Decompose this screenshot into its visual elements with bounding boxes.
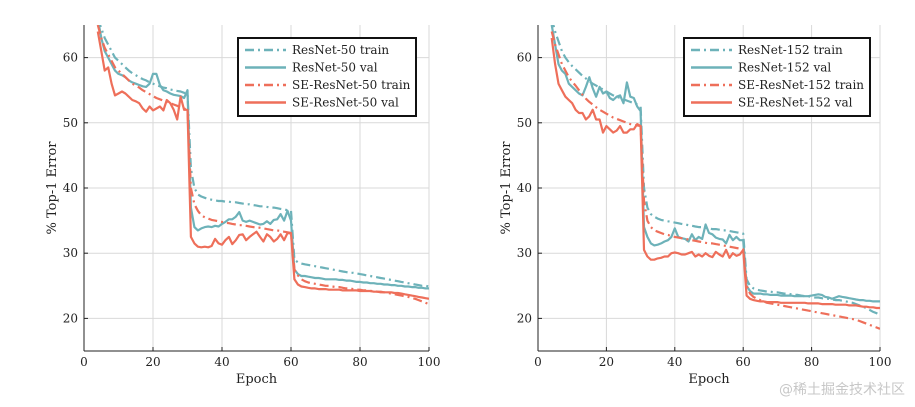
y-tick-label: 30: [517, 246, 532, 260]
series-group: [550, 25, 880, 330]
y-tick-label: 40: [63, 181, 78, 195]
x-tick-label: 20: [145, 355, 160, 369]
legend-entry-label: SE-ResNet-152 val: [738, 96, 853, 110]
x-axis-label: Epoch: [236, 372, 278, 387]
legend: ResNet-50 train ResNet-50 val SE-ResNet-50…: [237, 37, 417, 117]
legend-entry-label: SE-ResNet-50 train: [292, 78, 411, 92]
legend-entry-label: ResNet-152 train: [738, 43, 843, 57]
series-line-1: [98, 25, 429, 288]
x-axis-label: Epoch: [688, 372, 730, 387]
x-tick-label: 0: [534, 355, 542, 369]
chart-panel-2: 0 20 40 60 80 100 20 30 40 50 60 Epoch % Top-1 Error…: [499, 25, 892, 387]
y-tick-label: 30: [63, 246, 78, 260]
legend-entry-label: SE-ResNet-50 val: [292, 96, 399, 110]
x-tick-label: 40: [667, 355, 682, 369]
y-tick-label: 50: [63, 116, 78, 130]
series-line-4: [550, 37, 880, 310]
legend-entry-label: ResNet-50 train: [292, 43, 389, 57]
legend-entry-label: SE-ResNet-152 train: [738, 78, 864, 92]
y-tick-label: 20: [517, 311, 532, 325]
watermark: @稀土掘金技术社区: [779, 382, 905, 398]
series-line-2: [97, 25, 429, 290]
x-tick-label: 60: [736, 355, 751, 369]
x-tick-label: 100: [869, 355, 892, 369]
x-tick-label: 40: [214, 355, 229, 369]
x-tick-label: 60: [283, 355, 298, 369]
y-tick-label: 60: [517, 51, 532, 65]
series-line-4: [96, 31, 429, 300]
x-tick-label: 0: [80, 355, 88, 369]
y-tick-label: 20: [63, 311, 78, 325]
series-line-3: [550, 31, 880, 330]
y-tick-label: 40: [517, 181, 532, 195]
legend-entry-label: ResNet-50 val: [292, 61, 378, 75]
series-group: [96, 25, 429, 306]
legend-entry-label: ResNet-152 val: [738, 61, 831, 75]
x-tick-label: 100: [418, 355, 441, 369]
x-tick-label: 80: [352, 355, 367, 369]
x-tick-label: 20: [599, 355, 614, 369]
y-tick-label: 60: [63, 51, 78, 65]
y-axis-label: % Top-1 Error: [499, 141, 514, 235]
x-tick-label: 80: [804, 355, 819, 369]
legend: ResNet-152 train ResNet-152 val SE-ResNet-…: [683, 37, 871, 117]
y-tick-label: 50: [517, 116, 532, 130]
series-line-2: [550, 25, 880, 303]
y-axis-label: % Top-1 Error: [45, 141, 60, 235]
chart-panel-1: 0 20 40 60 80 100 20 30 40 50 60 Epoch % Top-1 Error…: [45, 25, 441, 387]
